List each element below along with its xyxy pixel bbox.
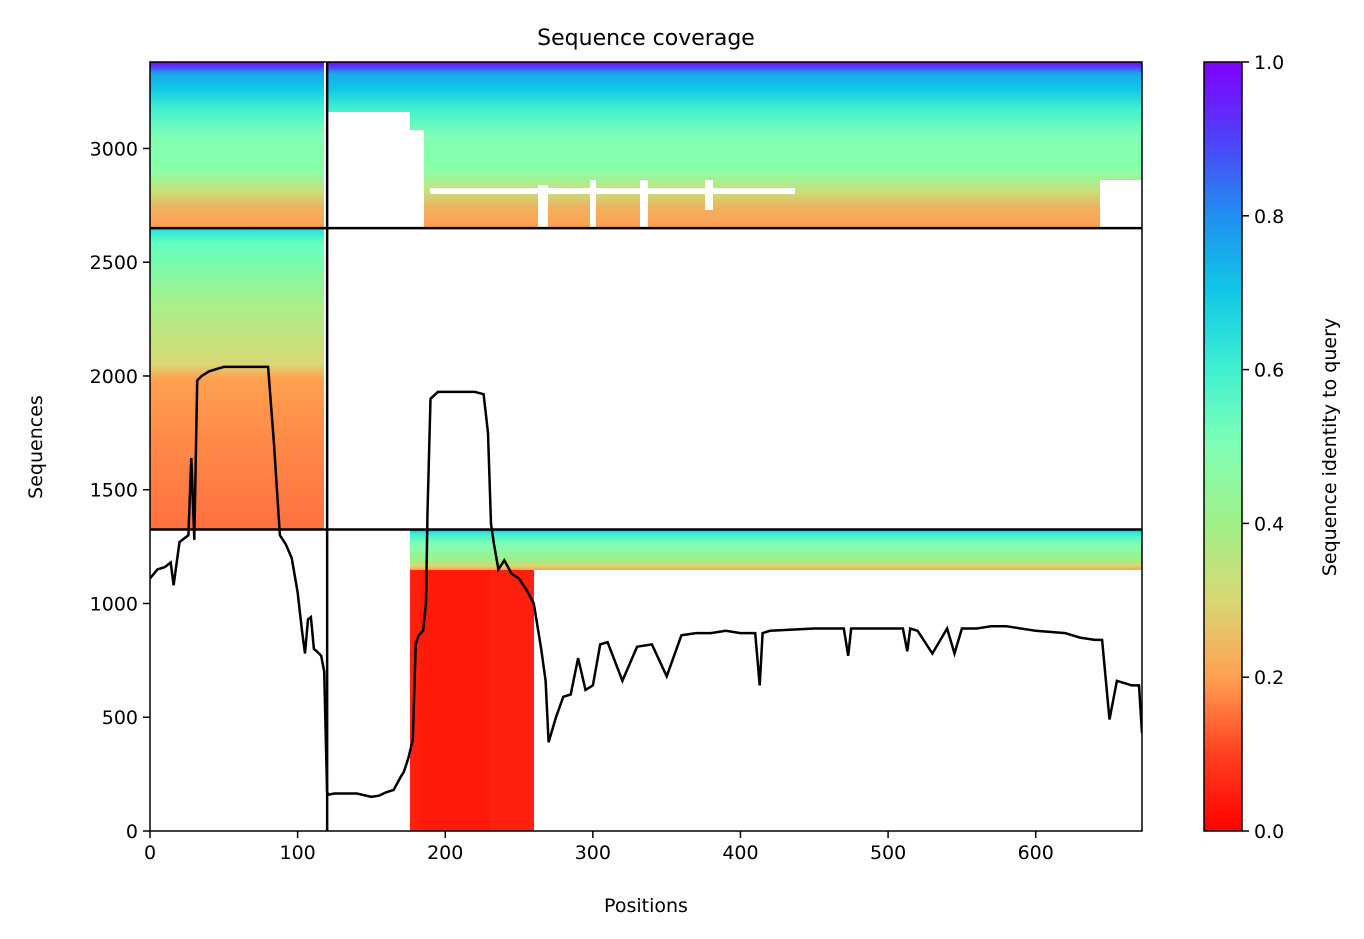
y-tick-label: 2000 [90, 366, 138, 388]
colorbar-tick-label: 1.0 [1254, 52, 1284, 74]
x-tick-label: 500 [870, 842, 906, 864]
heatmap-block-low-identity-core [420, 570, 490, 831]
x-tick-label: 0 [144, 842, 156, 864]
y-tick-label: 3000 [90, 138, 138, 160]
heatmap-block-top-right [326, 62, 1142, 228]
heatmap-gap [705, 180, 713, 210]
heatmap-gap [590, 180, 596, 228]
y-tick-label: 2500 [90, 252, 138, 274]
heatmap-gap [538, 185, 548, 228]
y-tick-label: 0 [126, 821, 138, 843]
x-tick-label: 200 [427, 842, 463, 864]
heatmap-block-lower-strip [326, 530, 1142, 570]
block-boundaries [150, 62, 1142, 831]
colorbar-tick-label: 0.0 [1254, 821, 1284, 843]
plot-frame [149, 61, 1143, 832]
colorbar-tick-label: 0.2 [1254, 667, 1284, 689]
x-axis-label: Positions [604, 895, 688, 917]
colorbar-axis: 0.0 0.2 0.4 0.6 0.8 1.0 [1242, 52, 1284, 843]
y-tick-label: 500 [102, 707, 138, 729]
colorbar [1203, 61, 1243, 832]
heatmap-gap [326, 530, 410, 570]
heatmap-gap [640, 180, 648, 228]
colorbar-tick-label: 0.4 [1254, 513, 1284, 535]
colorbar-tick-label: 0.8 [1254, 206, 1284, 228]
x-tick-label: 300 [575, 842, 611, 864]
heatmap-gap [410, 130, 424, 228]
y-tick-label: 1500 [90, 480, 138, 502]
x-tick-label: 400 [722, 842, 758, 864]
heatmap-block-top-left [150, 62, 324, 228]
colorbar-label: Sequence identity to query [1319, 318, 1341, 576]
heatmap-gap [430, 188, 795, 194]
heatmap-block-middle-left [150, 228, 324, 530]
y-axis-label: Sequences [25, 395, 47, 499]
y-tick-label: 1000 [90, 593, 138, 615]
chart-title: Sequence coverage [537, 26, 755, 51]
plot-area [150, 62, 1142, 831]
heatmap-gap [1100, 180, 1142, 228]
colorbar-tick-label: 0.6 [1254, 360, 1284, 382]
x-axis: 0 100 200 300 400 500 600 [144, 831, 1054, 864]
y-axis: 0 500 1000 1500 2000 2500 3000 [90, 138, 150, 843]
coverage-line [150, 365, 1142, 799]
heatmap-gap [328, 112, 410, 228]
x-tick-label: 100 [279, 842, 315, 864]
x-tick-label: 600 [1018, 842, 1054, 864]
